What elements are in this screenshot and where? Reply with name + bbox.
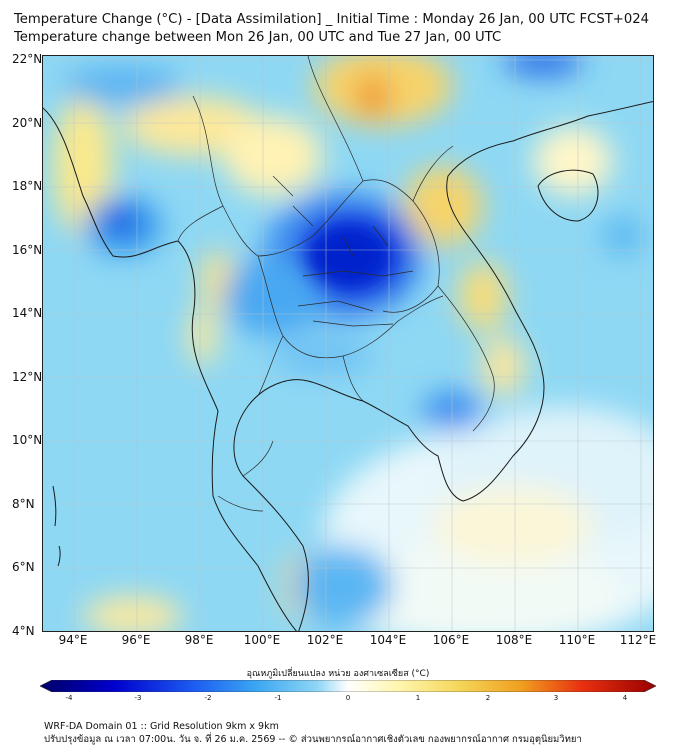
colorbar-tick: 3: [553, 694, 559, 702]
colorbar-tick: 2: [485, 694, 491, 702]
lat-label: 16°N: [12, 243, 43, 257]
lon-label: 102°E: [306, 633, 344, 647]
lat-label: 6°N: [12, 560, 35, 574]
lat-label: 22°N: [12, 52, 43, 66]
admin-boundaries: [177, 56, 495, 512]
lon-label: 96°E: [121, 633, 151, 647]
colorbar-tick: -3: [134, 694, 142, 702]
thai-gulf-coast: [233, 100, 653, 631]
lat-label: 12°N: [12, 370, 43, 384]
lon-label: 112°E: [619, 633, 657, 647]
colorbar: [40, 680, 656, 692]
lat-label: 18°N: [12, 179, 43, 193]
map-title: Temperature Change (°C) - [Data Assimila…: [14, 12, 649, 27]
lon-label: 98°E: [184, 633, 214, 647]
lon-label: 106°E: [432, 633, 470, 647]
lon-label: 100°E: [243, 633, 281, 647]
temperature-change-map: [42, 55, 654, 632]
mainland-coast: [43, 107, 298, 631]
map-canvas: [43, 56, 653, 631]
andaman-islands: [52, 485, 61, 567]
lat-label: 8°N: [12, 497, 35, 511]
colorbar-tick: 4: [622, 694, 628, 702]
lon-label: 110°E: [558, 633, 596, 647]
hainan-coast: [537, 169, 599, 222]
colorbar-tick: 0: [345, 694, 351, 702]
lon-label: 108°E: [495, 633, 533, 647]
lat-label: 20°N: [12, 116, 43, 130]
coastlines: [43, 100, 653, 631]
colorbar-tick: 1: [415, 694, 421, 702]
lat-label: 4°N: [12, 624, 35, 638]
lat-label: 10°N: [12, 433, 43, 447]
map-subtitle: Temperature change between Mon 26 Jan, 0…: [14, 30, 502, 45]
colorbar-tick: -4: [65, 694, 73, 702]
colorbar-tick: -1: [274, 694, 282, 702]
footer-credit: ปรับปรุงข้อมูล ณ เวลา 07:00น. วัน จ. ที่…: [44, 734, 582, 745]
footer-resolution: WRF-DA Domain 01 :: Grid Resolution 9km …: [44, 721, 279, 732]
lat-label: 14°N: [12, 306, 43, 320]
colorbar-label: อุณหภูมิเปลี่ยนแปลง หน่วย องศาเซลเซียส (…: [246, 669, 430, 679]
lon-label: 104°E: [369, 633, 407, 647]
colorbar-tick: -2: [204, 694, 212, 702]
graticule: [43, 56, 653, 631]
lon-label: 94°E: [58, 633, 88, 647]
